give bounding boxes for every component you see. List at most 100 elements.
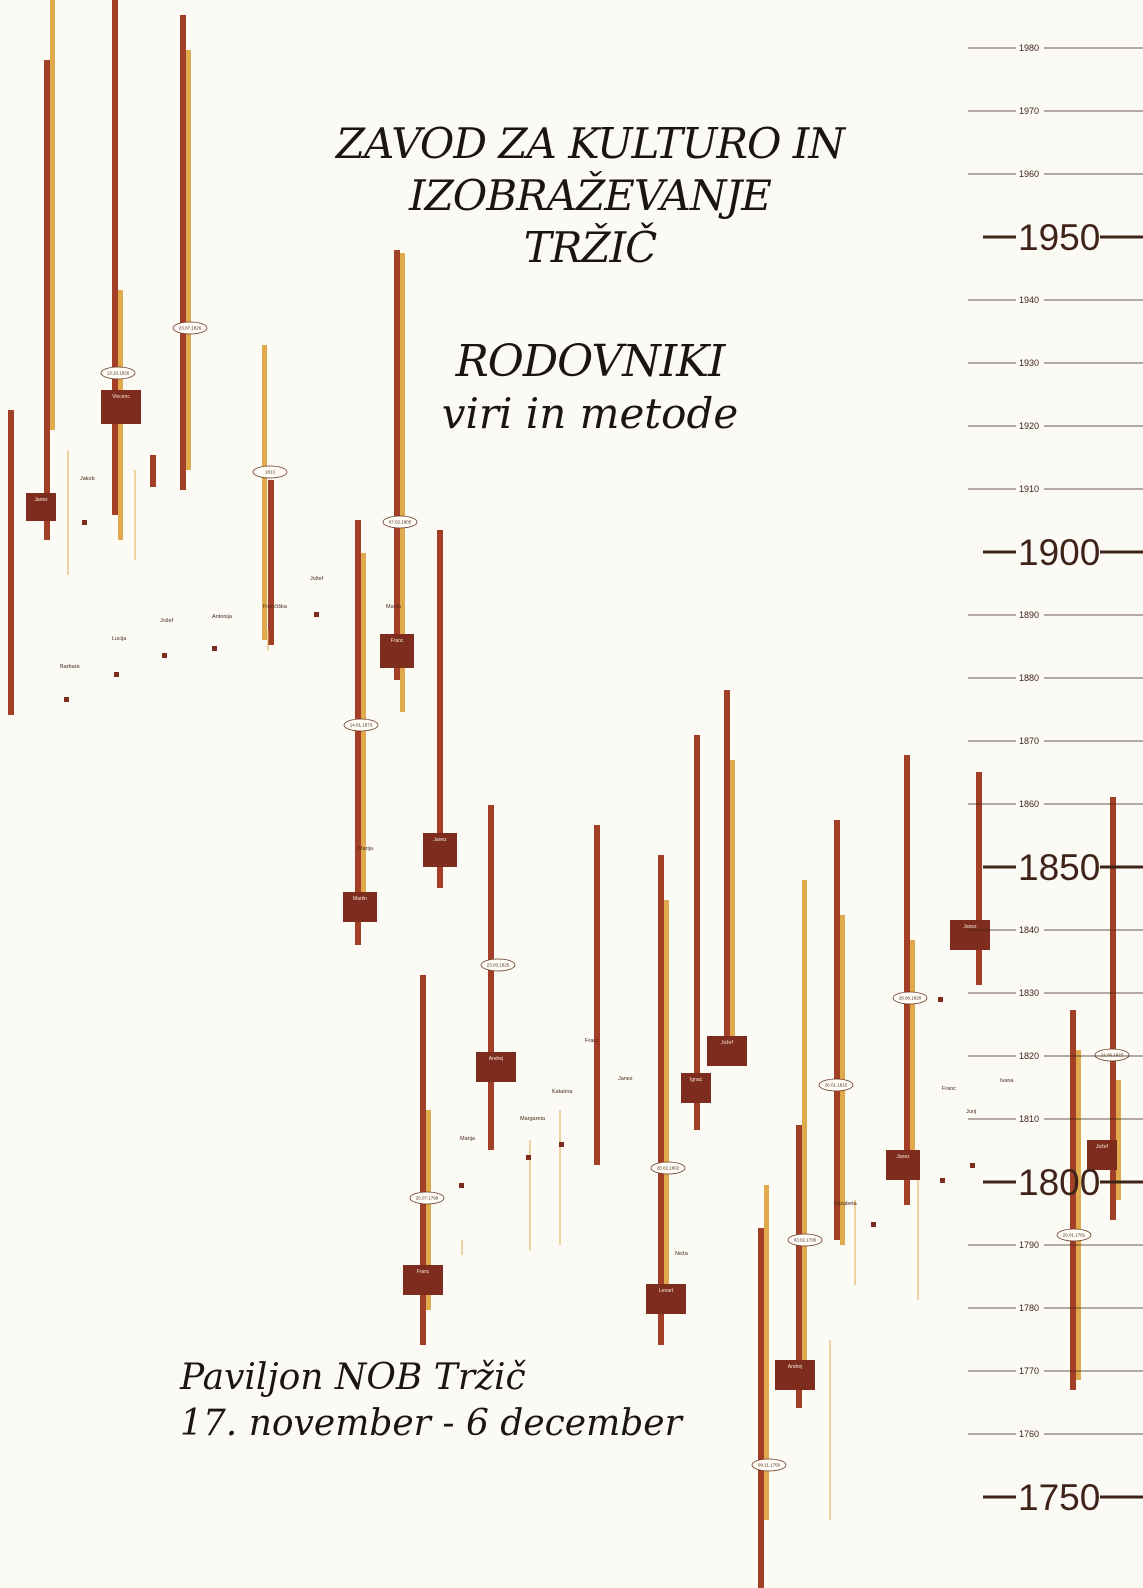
- marker-square: [212, 646, 217, 651]
- minor-year-label: 1970: [1019, 106, 1039, 116]
- person-box: [26, 493, 56, 521]
- person-box-name: Janez: [963, 924, 977, 930]
- lineage-bar: [594, 825, 600, 1165]
- name-label: Janez: [618, 1076, 633, 1082]
- person-box: [423, 833, 457, 867]
- lineage-bar: [50, 0, 55, 430]
- person-box: [775, 1360, 815, 1390]
- marker-square: [162, 653, 167, 658]
- minor-year-label: 1880: [1019, 673, 1039, 683]
- major-year-label: 1900: [1018, 532, 1100, 573]
- minor-year-label: 1960: [1019, 169, 1039, 179]
- lineage-bar: [186, 50, 191, 470]
- person-box-name: Janez: [896, 1154, 910, 1160]
- marker-square: [559, 1142, 564, 1147]
- lineage-bar: [420, 975, 426, 1345]
- person-box-name: Franc: [417, 1269, 430, 1275]
- person-boxes: JanezVincencFrancJanezMartinAndrejIgnacJ…: [26, 390, 1117, 1390]
- person-box-name: Jožef: [1096, 1144, 1109, 1150]
- date-oval-label: 03.02.1795: [794, 1238, 817, 1243]
- person-box: [476, 1052, 516, 1082]
- date-oval: [892, 991, 928, 1005]
- minor-year-label: 1870: [1019, 736, 1039, 746]
- major-year-label: 1750: [1018, 1477, 1100, 1518]
- exhibition-title: RODOVNIKI viri in metode: [380, 336, 800, 440]
- lineage-bar: [437, 530, 443, 888]
- date-oval-label: 28.06.1829: [899, 996, 922, 1001]
- title-line-2: IZOBRAŽEVANJE: [409, 171, 772, 220]
- minor-year-label: 1790: [1019, 1240, 1039, 1250]
- lineage-bar: [910, 940, 915, 1150]
- name-label: Marija: [386, 604, 402, 610]
- date-oval-label: 1813: [265, 470, 276, 475]
- person-box-name: Janez: [433, 837, 447, 843]
- lineage-bar: [758, 1228, 764, 1588]
- lineage-bar: [1070, 1010, 1076, 1390]
- lineage-bar: [112, 0, 118, 515]
- name-label: Ivana: [1000, 1078, 1014, 1084]
- date-oval-label: 28.02.1802: [657, 1166, 680, 1171]
- marker-square: [82, 520, 87, 525]
- person-box: [646, 1284, 686, 1314]
- person-box-name: Jožef: [721, 1040, 734, 1046]
- venue-place: Paviljon NOB Tržič: [180, 1357, 526, 1398]
- name-label: Lucija: [112, 636, 127, 642]
- lineage-bar: [976, 772, 982, 985]
- marker-square: [459, 1183, 464, 1188]
- date-oval-label: 14.01.1873: [350, 723, 373, 728]
- date-oval-label: 07.02.1805: [389, 520, 412, 525]
- person-box: [681, 1073, 711, 1103]
- person-box: [403, 1265, 443, 1295]
- name-label: Franc: [942, 1086, 956, 1092]
- person-box-name: Ignac: [690, 1077, 703, 1083]
- person-box: [380, 634, 414, 668]
- date-oval: [751, 1458, 787, 1472]
- minor-year-label: 1830: [1019, 988, 1039, 998]
- name-label: Franc: [585, 1038, 599, 1044]
- date-oval: [252, 465, 288, 479]
- date-oval-label: 26.01.1815: [825, 1083, 848, 1088]
- date-oval: [172, 321, 208, 335]
- minor-year-label: 1760: [1019, 1429, 1039, 1439]
- name-label: Marija: [460, 1136, 476, 1142]
- name-label: Marija: [358, 846, 374, 852]
- lineage-bar: [8, 410, 14, 715]
- major-year-label: 1800: [1018, 1162, 1100, 1203]
- minor-year-label: 1910: [1019, 484, 1039, 494]
- marker-square: [940, 1178, 945, 1183]
- person-box: [707, 1036, 747, 1066]
- date-oval: [650, 1161, 686, 1175]
- date-oval: [1094, 1048, 1130, 1062]
- name-label: Elizabeta: [834, 1201, 858, 1207]
- venue-info: Paviljon NOB Tržič 17. november - 6 dece…: [180, 1355, 740, 1447]
- minor-year-label: 1980: [1019, 43, 1039, 53]
- date-ovals: 13.10.1826 23.07.1826 1813 07.02.1805 14.01.…: [100, 321, 1130, 1472]
- person-box: [1087, 1140, 1117, 1170]
- lineage-bar: [1110, 797, 1116, 1220]
- major-year-label: 1850: [1018, 847, 1100, 888]
- person-box: [343, 892, 377, 922]
- person-box-name: Franc: [391, 638, 404, 644]
- date-oval: [409, 1191, 445, 1205]
- person-box: [950, 920, 990, 950]
- minor-year-label: 1930: [1019, 358, 1039, 368]
- lineage-bar: [268, 480, 274, 645]
- date-oval-label: 13.10.1826: [107, 371, 130, 376]
- person-box: [101, 390, 141, 424]
- minor-year-label: 1940: [1019, 295, 1039, 305]
- name-label: Jožef: [310, 576, 324, 582]
- lineage-bar: [355, 520, 361, 945]
- person-box-name: Lenart: [659, 1288, 674, 1294]
- marker-square: [970, 1163, 975, 1168]
- minor-year-label: 1820: [1019, 1051, 1039, 1061]
- lineage-bar: [664, 900, 669, 1300]
- lineage-bar: [394, 250, 400, 680]
- person-box-name: Andrej: [788, 1364, 802, 1370]
- lineage-bar: [904, 755, 910, 1205]
- lineage-bar: [1116, 1080, 1121, 1200]
- exhibition-title-sub: viri in metode: [441, 389, 739, 438]
- lineage-bar: [400, 253, 405, 712]
- lineage-bar: [44, 60, 50, 540]
- date-oval: [1056, 1228, 1092, 1242]
